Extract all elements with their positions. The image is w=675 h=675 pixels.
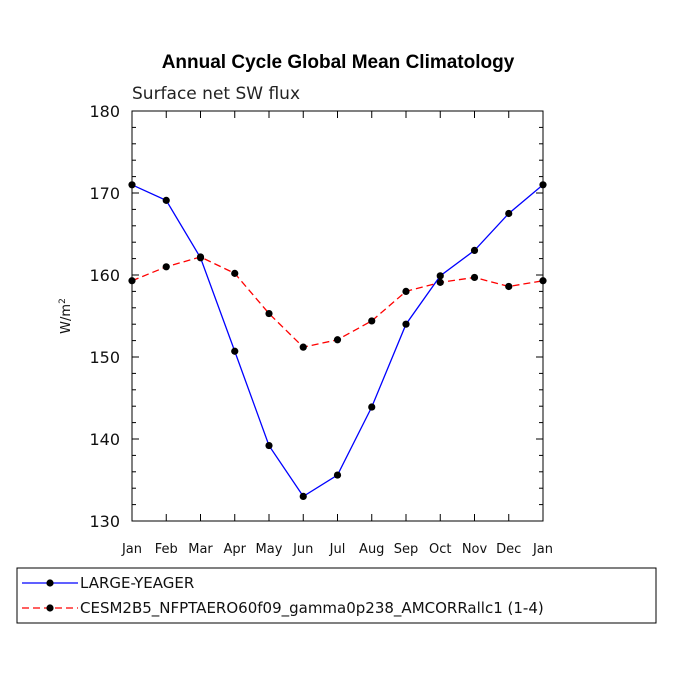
y-tick-label: 140 [89, 430, 120, 449]
x-tick-label: Aug [359, 542, 384, 557]
y-axis-label-unit: W/m [59, 304, 74, 334]
data-point [539, 277, 547, 285]
y-tick-label: 180 [89, 102, 120, 121]
x-tick-label: Oct [429, 542, 451, 557]
data-point [505, 282, 513, 291]
y-axis: 130 140 150 160 170 180 [89, 102, 543, 531]
y-axis-label-superscript: 2 [58, 298, 68, 304]
data-point [505, 209, 513, 218]
y-axis-label: W/m2 [58, 298, 74, 334]
x-tick-label: Jan [532, 542, 553, 557]
legend: LARGE-YEAGER CESM2B5_NFPTAERO60f09_gamma0… [22, 574, 544, 618]
legend-marker [46, 604, 54, 612]
data-point [470, 246, 479, 254]
x-tick-label: Apr [224, 542, 247, 557]
data-point [436, 278, 444, 286]
series-line-2 [131, 256, 544, 348]
data-point [128, 277, 136, 285]
plot-frame [131, 110, 544, 522]
data-point [162, 263, 170, 271]
x-tick-label: Jan [121, 542, 142, 557]
x-axis: Jan Feb Mar Apr May Jun Jul Aug Sep Oct Nov Dec Jan [121, 111, 553, 557]
data-point [368, 403, 376, 411]
legend-marker [46, 579, 54, 587]
data-point [231, 347, 239, 355]
legend-label-1: LARGE-YEAGER [80, 574, 194, 592]
data-point [299, 343, 307, 351]
data-point [265, 309, 273, 318]
data-point [402, 320, 410, 328]
y-tick-label: 150 [89, 348, 120, 367]
data-point [470, 273, 479, 282]
x-tick-label: Feb [155, 542, 178, 557]
x-tick-label: Jul [329, 542, 346, 557]
chart-subtitle: Surface net SW flux [132, 84, 300, 104]
data-point [333, 336, 342, 344]
x-tick-label: Nov [462, 542, 488, 557]
data-point [162, 196, 170, 204]
x-tick-label: Sep [394, 542, 419, 557]
series-layer [128, 181, 547, 500]
y-tick-label: 130 [89, 512, 120, 531]
legend-box [16, 567, 657, 624]
legend-label-2: CESM2B5_NFPTAERO60f09_gamma0p238_AMCORRa… [80, 599, 544, 618]
data-point [128, 181, 136, 189]
data-point [196, 253, 205, 261]
data-point [539, 181, 547, 189]
x-tick-label: Jun [292, 542, 313, 557]
data-point [368, 317, 376, 325]
chart-title: Annual Cycle Global Mean Climatology [162, 52, 515, 73]
y-tick-label: 170 [89, 184, 120, 203]
data-point [436, 272, 444, 280]
data-point [265, 441, 273, 450]
data-point [402, 287, 410, 295]
x-tick-label: Dec [496, 542, 521, 557]
data-point [299, 492, 307, 500]
y-tick-label: 160 [89, 266, 120, 285]
data-point [333, 471, 342, 479]
data-point [231, 269, 239, 277]
x-tick-label: May [256, 542, 283, 557]
x-tick-label: Mar [188, 542, 213, 557]
